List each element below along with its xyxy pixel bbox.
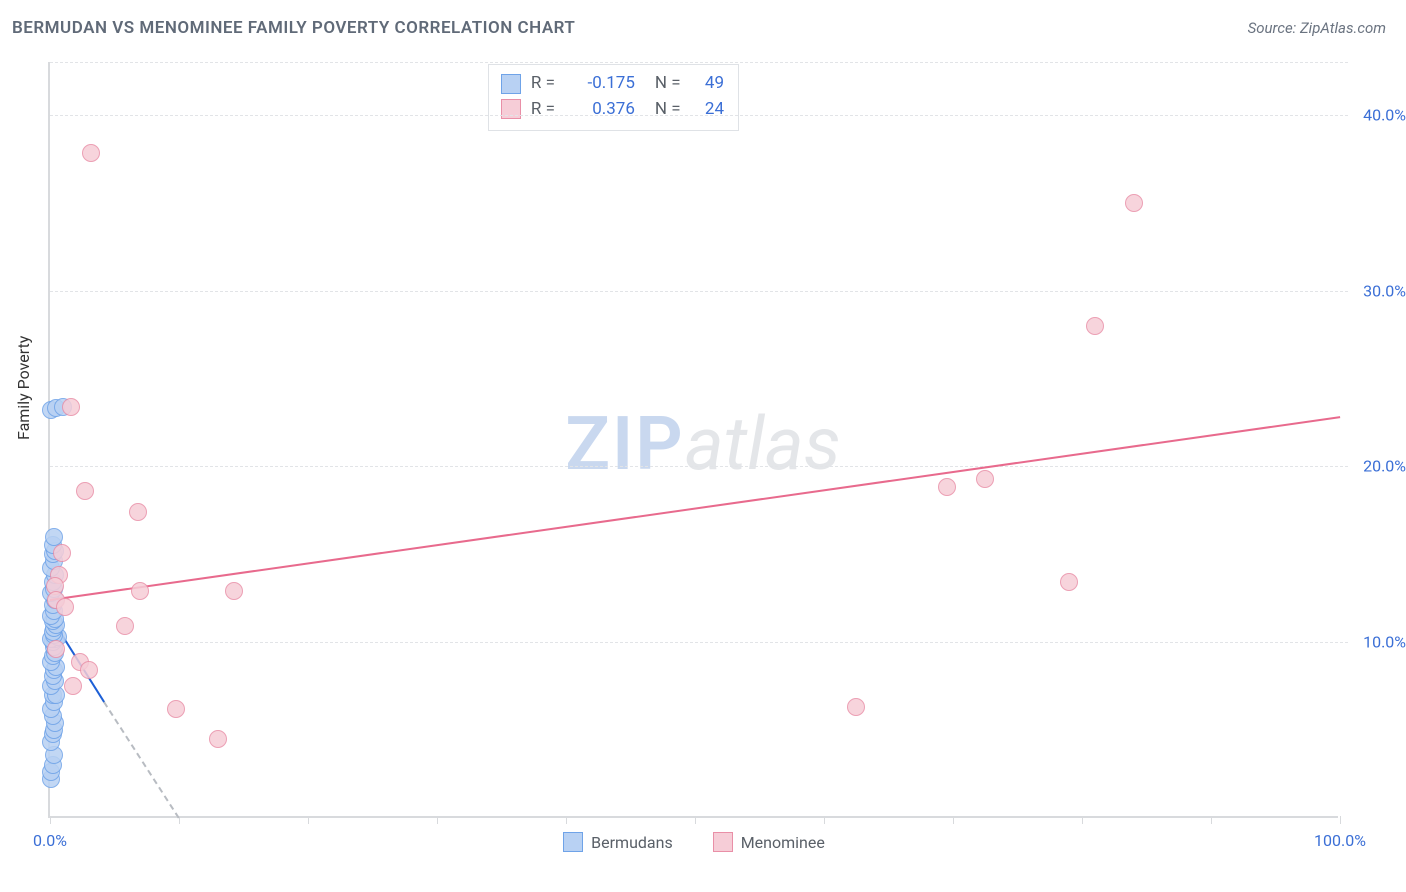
menominee-point [225, 582, 243, 600]
menominee-point [64, 677, 82, 695]
series-legend: Bermudans Menominee [50, 832, 1338, 852]
menominee-point [56, 598, 74, 616]
x-tick [1340, 816, 1341, 824]
x-tick [953, 816, 954, 824]
menominee-n-value: 24 [705, 97, 724, 123]
menominee-swatch-icon [713, 832, 733, 852]
chart-title: BERMUDAN VS MENOMINEE FAMILY POVERTY COR… [12, 18, 575, 38]
menominee-trendline [50, 417, 1340, 600]
y-axis-label: Family Poverty [14, 336, 33, 440]
source-attribution: Source: ZipAtlas.com [1248, 19, 1386, 37]
menominee-point [209, 730, 227, 748]
x-tick [566, 816, 567, 824]
x-tick [1082, 816, 1083, 824]
watermark: ZIPatlas [565, 401, 841, 488]
x-tick [695, 816, 696, 824]
menominee-legend-label: Menominee [741, 833, 825, 852]
menominee-point [76, 482, 94, 500]
correlation-legend: R =-0.175N =49R =0.376N =24 [488, 64, 739, 131]
menominee-point [53, 544, 71, 562]
menominee-point [129, 503, 147, 521]
menominee-point [976, 470, 994, 488]
x-tick [437, 816, 438, 824]
menominee-point [82, 144, 100, 162]
menominee-r-value: 0.376 [575, 97, 635, 123]
y-tick-label: 10.0% [1363, 633, 1406, 652]
menominee-point [1060, 573, 1078, 591]
legend-row-bermudans: R =-0.175N =49 [501, 71, 724, 97]
x-tick [50, 816, 51, 824]
y-tick-label: 20.0% [1363, 457, 1406, 476]
x-tick [308, 816, 309, 824]
menominee-point [938, 478, 956, 496]
menominee-swatch-icon [501, 99, 521, 119]
bermudans-trendline-extrapolation [104, 702, 179, 818]
legend-row-menominee: R =0.376N =24 [501, 97, 724, 123]
y-tick-label: 40.0% [1363, 105, 1406, 124]
menominee-point [1086, 317, 1104, 335]
x-tick-label: 0.0% [33, 831, 67, 850]
menominee-point [847, 698, 865, 716]
menominee-point [116, 617, 134, 635]
bermudans-r-value: -0.175 [575, 71, 635, 97]
bermudans-n-value: 49 [705, 71, 724, 97]
x-tick [1211, 816, 1212, 824]
scatter-plot-area: ZIPatlas R =-0.175N =49R =0.376N =24 Ber… [48, 62, 1338, 818]
bermudans-swatch-icon [563, 832, 583, 852]
y-tick-label: 30.0% [1363, 281, 1406, 300]
menominee-point [80, 661, 98, 679]
legend-item-bermudans: Bermudans [563, 832, 673, 852]
legend-item-menominee: Menominee [713, 832, 825, 852]
gridline [50, 62, 1348, 63]
gridline [50, 466, 1348, 467]
menominee-point [167, 700, 185, 718]
bermudans-legend-label: Bermudans [591, 833, 673, 852]
gridline [50, 115, 1348, 116]
menominee-point [47, 640, 65, 658]
gridline [50, 291, 1348, 292]
menominee-point [62, 398, 80, 416]
bermudans-swatch-icon [501, 74, 521, 94]
menominee-point [131, 582, 149, 600]
menominee-point [1125, 194, 1143, 212]
x-tick-label: 100.0% [1314, 831, 1366, 850]
x-tick [824, 816, 825, 824]
gridline [50, 642, 1348, 643]
